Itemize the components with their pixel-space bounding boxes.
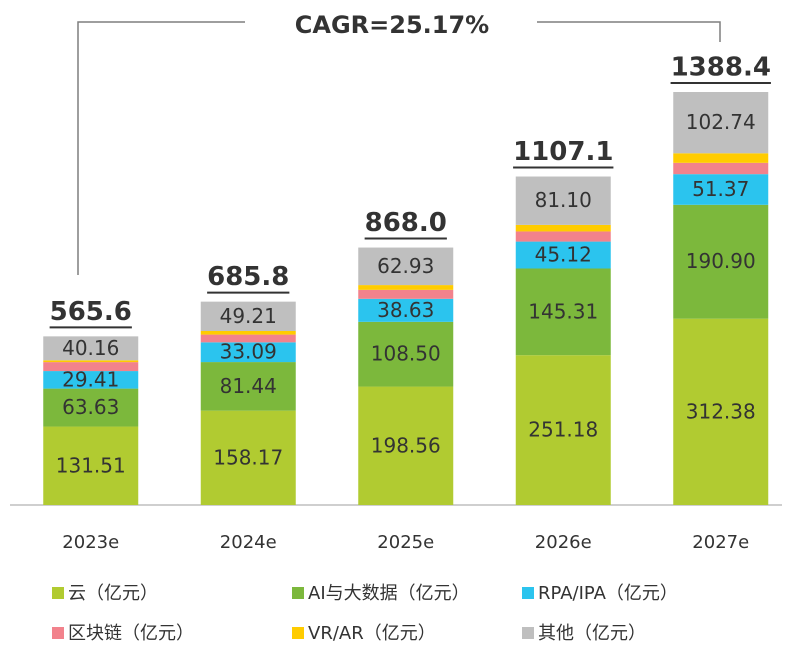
bar-segment [200,410,296,505]
segment-label: 312.38 [686,399,756,423]
cagr-bracket-right [537,21,721,42]
bar-segment [358,321,454,387]
legend-swatch [52,587,64,599]
segment-label: 198.56 [371,433,441,457]
bar-segment [200,301,296,332]
bar-segment [673,92,769,154]
total-label: 685.8 [207,262,289,292]
bar-segment [43,360,139,363]
bar-segment [673,204,769,319]
bar-segment [515,176,611,225]
segment-label: 190.90 [686,249,756,273]
segment-label: 29.41 [62,367,119,391]
x-tick-label: 2026e [535,532,592,553]
bar-segment [43,336,139,361]
segment-label: 102.74 [686,110,756,134]
legend-swatch [292,627,304,639]
segment-label: 158.17 [213,445,283,469]
legend-swatch [52,627,64,639]
legend-label: RPA/IPA（亿元） [538,583,678,604]
x-tick-label: 2027e [692,532,749,553]
legend-swatch [522,627,534,639]
bar-segment [673,174,769,205]
bar-segment [673,318,769,505]
legend-swatch [522,587,534,599]
segment-label: 81.44 [220,374,277,398]
segment-label: 251.18 [528,418,598,442]
legend-label: 区块链（亿元） [68,623,194,644]
segment-label: 108.50 [371,342,441,366]
x-tick-label: 2023e [62,532,119,553]
legend-label: 云（亿元） [68,583,158,604]
segment-label: 38.63 [377,298,434,322]
bar-segment [515,268,611,356]
legend-swatch [292,587,304,599]
x-tick-label: 2025e [377,532,434,553]
bar-segment [43,426,139,505]
bar-segment [200,331,296,335]
bar-segment [515,241,611,269]
segment-label: 49.21 [220,304,277,328]
bar-segment [515,231,611,242]
bar-segment [358,285,454,290]
bar-segment [200,334,296,343]
segment-label: 45.12 [535,243,592,267]
legend-label: 其他（亿元） [538,623,646,644]
legend-label: VR/AR（亿元） [308,623,436,644]
cagr-annotation: CAGR=25.17% [295,11,489,39]
total-label: 565.6 [50,297,132,327]
bar-segment [200,362,296,411]
x-tick-label: 2024e [220,532,277,553]
bar-segment [358,289,454,299]
segment-label: 145.31 [528,299,598,323]
segment-label: 33.09 [220,340,277,364]
bar-segment [673,162,769,175]
bar-segment [43,388,139,427]
segment-label: 131.51 [56,453,126,477]
segment-label: 81.10 [535,188,592,212]
bar-segment [515,355,611,505]
segment-label: 62.93 [377,254,434,278]
bar-segment [515,224,611,232]
total-label: 868.0 [365,208,447,238]
bar-segment [358,298,454,322]
bar-segment [358,247,454,286]
total-label: 1388.4 [671,53,771,83]
bar-segment [673,153,769,163]
bar-segment [358,386,454,505]
total-label: 1107.1 [513,137,613,167]
legend-label: AI与大数据（亿元） [308,583,470,604]
segment-label: 63.63 [62,395,119,419]
bar-segment [43,362,139,372]
segment-label: 51.37 [692,177,749,201]
segment-label: 40.16 [62,336,119,360]
bar-segment [200,342,296,363]
cagr-bracket-left [77,21,245,275]
bar-segment [43,371,139,389]
